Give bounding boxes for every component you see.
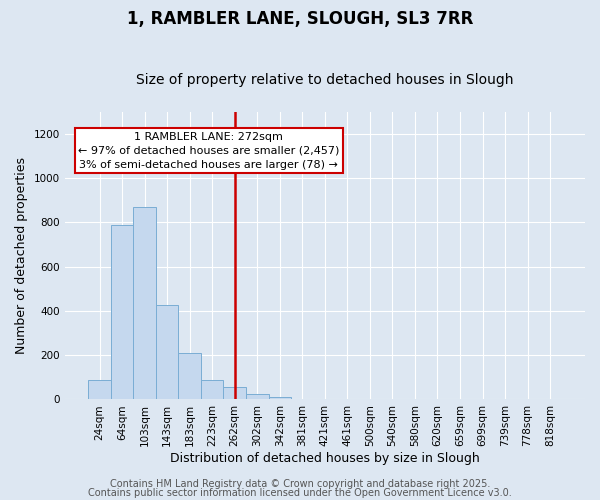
Bar <box>111 224 133 400</box>
Bar <box>133 207 156 400</box>
Bar <box>178 353 201 400</box>
Bar <box>156 306 178 400</box>
Text: Contains HM Land Registry data © Crown copyright and database right 2025.: Contains HM Land Registry data © Crown c… <box>110 479 490 489</box>
Bar <box>269 397 291 400</box>
Y-axis label: Number of detached properties: Number of detached properties <box>15 157 28 354</box>
Bar <box>223 388 246 400</box>
Title: Size of property relative to detached houses in Slough: Size of property relative to detached ho… <box>136 73 514 87</box>
Text: 1, RAMBLER LANE, SLOUGH, SL3 7RR: 1, RAMBLER LANE, SLOUGH, SL3 7RR <box>127 10 473 28</box>
Bar <box>291 399 314 400</box>
Text: Contains public sector information licensed under the Open Government Licence v3: Contains public sector information licen… <box>88 488 512 498</box>
Bar <box>201 380 223 400</box>
Text: 1 RAMBLER LANE: 272sqm
← 97% of detached houses are smaller (2,457)
3% of semi-d: 1 RAMBLER LANE: 272sqm ← 97% of detached… <box>78 132 340 170</box>
Bar <box>246 394 269 400</box>
X-axis label: Distribution of detached houses by size in Slough: Distribution of detached houses by size … <box>170 452 480 465</box>
Bar <box>88 380 111 400</box>
Bar <box>516 399 539 400</box>
